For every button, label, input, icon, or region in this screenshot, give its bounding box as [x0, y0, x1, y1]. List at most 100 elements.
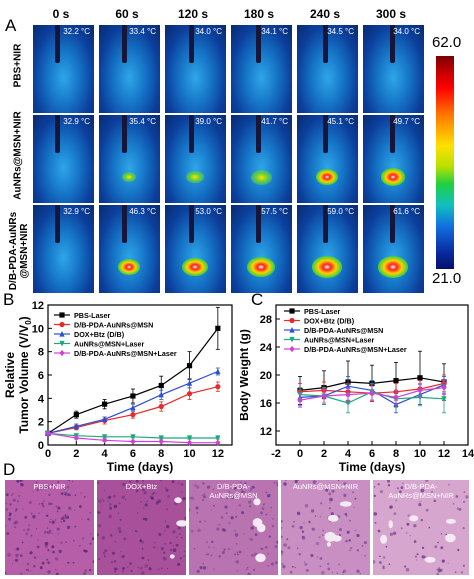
- temperature-readout: 33.4 °C: [129, 27, 156, 36]
- nucleus: [101, 498, 104, 500]
- thermocouple-probe: [323, 205, 328, 243]
- nucleus: [166, 525, 170, 529]
- vacuole: [169, 554, 175, 559]
- nucleus: [146, 500, 148, 502]
- nucleus: [327, 562, 330, 566]
- nucleus: [57, 533, 60, 535]
- nucleus: [178, 482, 180, 484]
- nucleus: [35, 527, 38, 530]
- vacuole: [380, 534, 388, 544]
- nucleus: [60, 541, 63, 544]
- nucleus: [108, 514, 112, 518]
- thermocouple-probe: [256, 115, 261, 153]
- nucleus: [175, 543, 179, 547]
- nucleus: [387, 484, 391, 487]
- panel-letter-b: B: [3, 290, 15, 309]
- x-tick-label: 12: [212, 448, 224, 460]
- nucleus: [310, 553, 314, 558]
- nucleus: [126, 566, 129, 568]
- y-tick-label: 28: [260, 314, 272, 326]
- legend-entry: AuNRs@MSN+Laser: [74, 340, 145, 349]
- nucleus: [164, 520, 167, 523]
- nucleus: [98, 511, 100, 514]
- nucleus: [41, 561, 45, 565]
- nucleus: [339, 528, 342, 532]
- nucleus: [121, 554, 125, 559]
- nucleus: [155, 492, 158, 495]
- nucleus: [276, 540, 278, 544]
- nucleus: [249, 489, 252, 491]
- nucleus: [293, 520, 295, 523]
- nucleus: [122, 570, 125, 573]
- nucleus: [207, 553, 209, 556]
- time-label: 180 s: [243, 7, 275, 21]
- nucleus: [312, 480, 317, 484]
- nucleus: [399, 490, 402, 494]
- y-tick-label: 6: [38, 370, 44, 382]
- data-point: [186, 435, 193, 442]
- nucleus: [16, 547, 20, 551]
- data-point: [215, 384, 221, 390]
- nucleus: [428, 526, 431, 529]
- nucleus: [28, 524, 30, 526]
- heat-spot: [121, 171, 137, 183]
- nucleus: [406, 532, 408, 534]
- nucleus: [225, 512, 228, 515]
- nucleus: [55, 568, 57, 571]
- panel-letter-c: C: [251, 290, 264, 309]
- nucleus: [221, 551, 225, 554]
- nucleus: [177, 526, 181, 530]
- nucleus: [346, 530, 350, 534]
- nucleus: [395, 499, 398, 502]
- data-point: [59, 340, 65, 347]
- nucleus: [196, 512, 198, 514]
- data-point: [441, 384, 447, 391]
- nucleus: [349, 519, 351, 522]
- nucleus: [33, 564, 36, 568]
- nucleus: [167, 494, 170, 498]
- nucleus: [210, 509, 213, 511]
- nucleus: [235, 543, 238, 545]
- data-point: [130, 404, 136, 411]
- nucleus: [41, 502, 44, 505]
- nucleus: [14, 558, 19, 562]
- time-label: 120 s: [177, 7, 209, 21]
- nucleus: [282, 565, 286, 569]
- nucleus: [462, 564, 465, 567]
- nucleus: [440, 546, 444, 550]
- nucleus: [139, 539, 143, 543]
- x-tick-label: 6: [369, 448, 375, 460]
- thermal-image: 32.9 °C: [33, 205, 94, 293]
- nucleus: [40, 487, 43, 490]
- nucleus: [211, 540, 214, 543]
- nucleus: [12, 498, 16, 502]
- nucleus: [113, 504, 118, 509]
- nucleus: [108, 503, 112, 506]
- nucleus: [41, 504, 45, 507]
- nucleus: [161, 567, 163, 570]
- nucleus: [237, 553, 239, 556]
- nucleus: [356, 569, 360, 573]
- vacuole: [424, 556, 436, 563]
- nucleus: [27, 528, 30, 531]
- nucleus: [392, 531, 397, 535]
- nucleus: [87, 518, 90, 521]
- heat-spot: [312, 256, 342, 278]
- nucleus: [286, 538, 289, 541]
- time-label: 240 s: [309, 7, 341, 21]
- nucleus: [353, 506, 355, 508]
- data-point: [59, 349, 65, 357]
- nucleus: [180, 536, 183, 539]
- nucleus: [182, 497, 186, 501]
- nucleus: [173, 548, 177, 552]
- nucleus: [142, 517, 146, 521]
- nucleus: [332, 490, 335, 493]
- nucleus: [169, 548, 173, 552]
- nucleus: [39, 566, 43, 570]
- nucleus: [456, 507, 460, 510]
- nucleus: [222, 528, 226, 532]
- time-label: 300 s: [375, 7, 407, 21]
- thermocouple-probe: [122, 115, 127, 153]
